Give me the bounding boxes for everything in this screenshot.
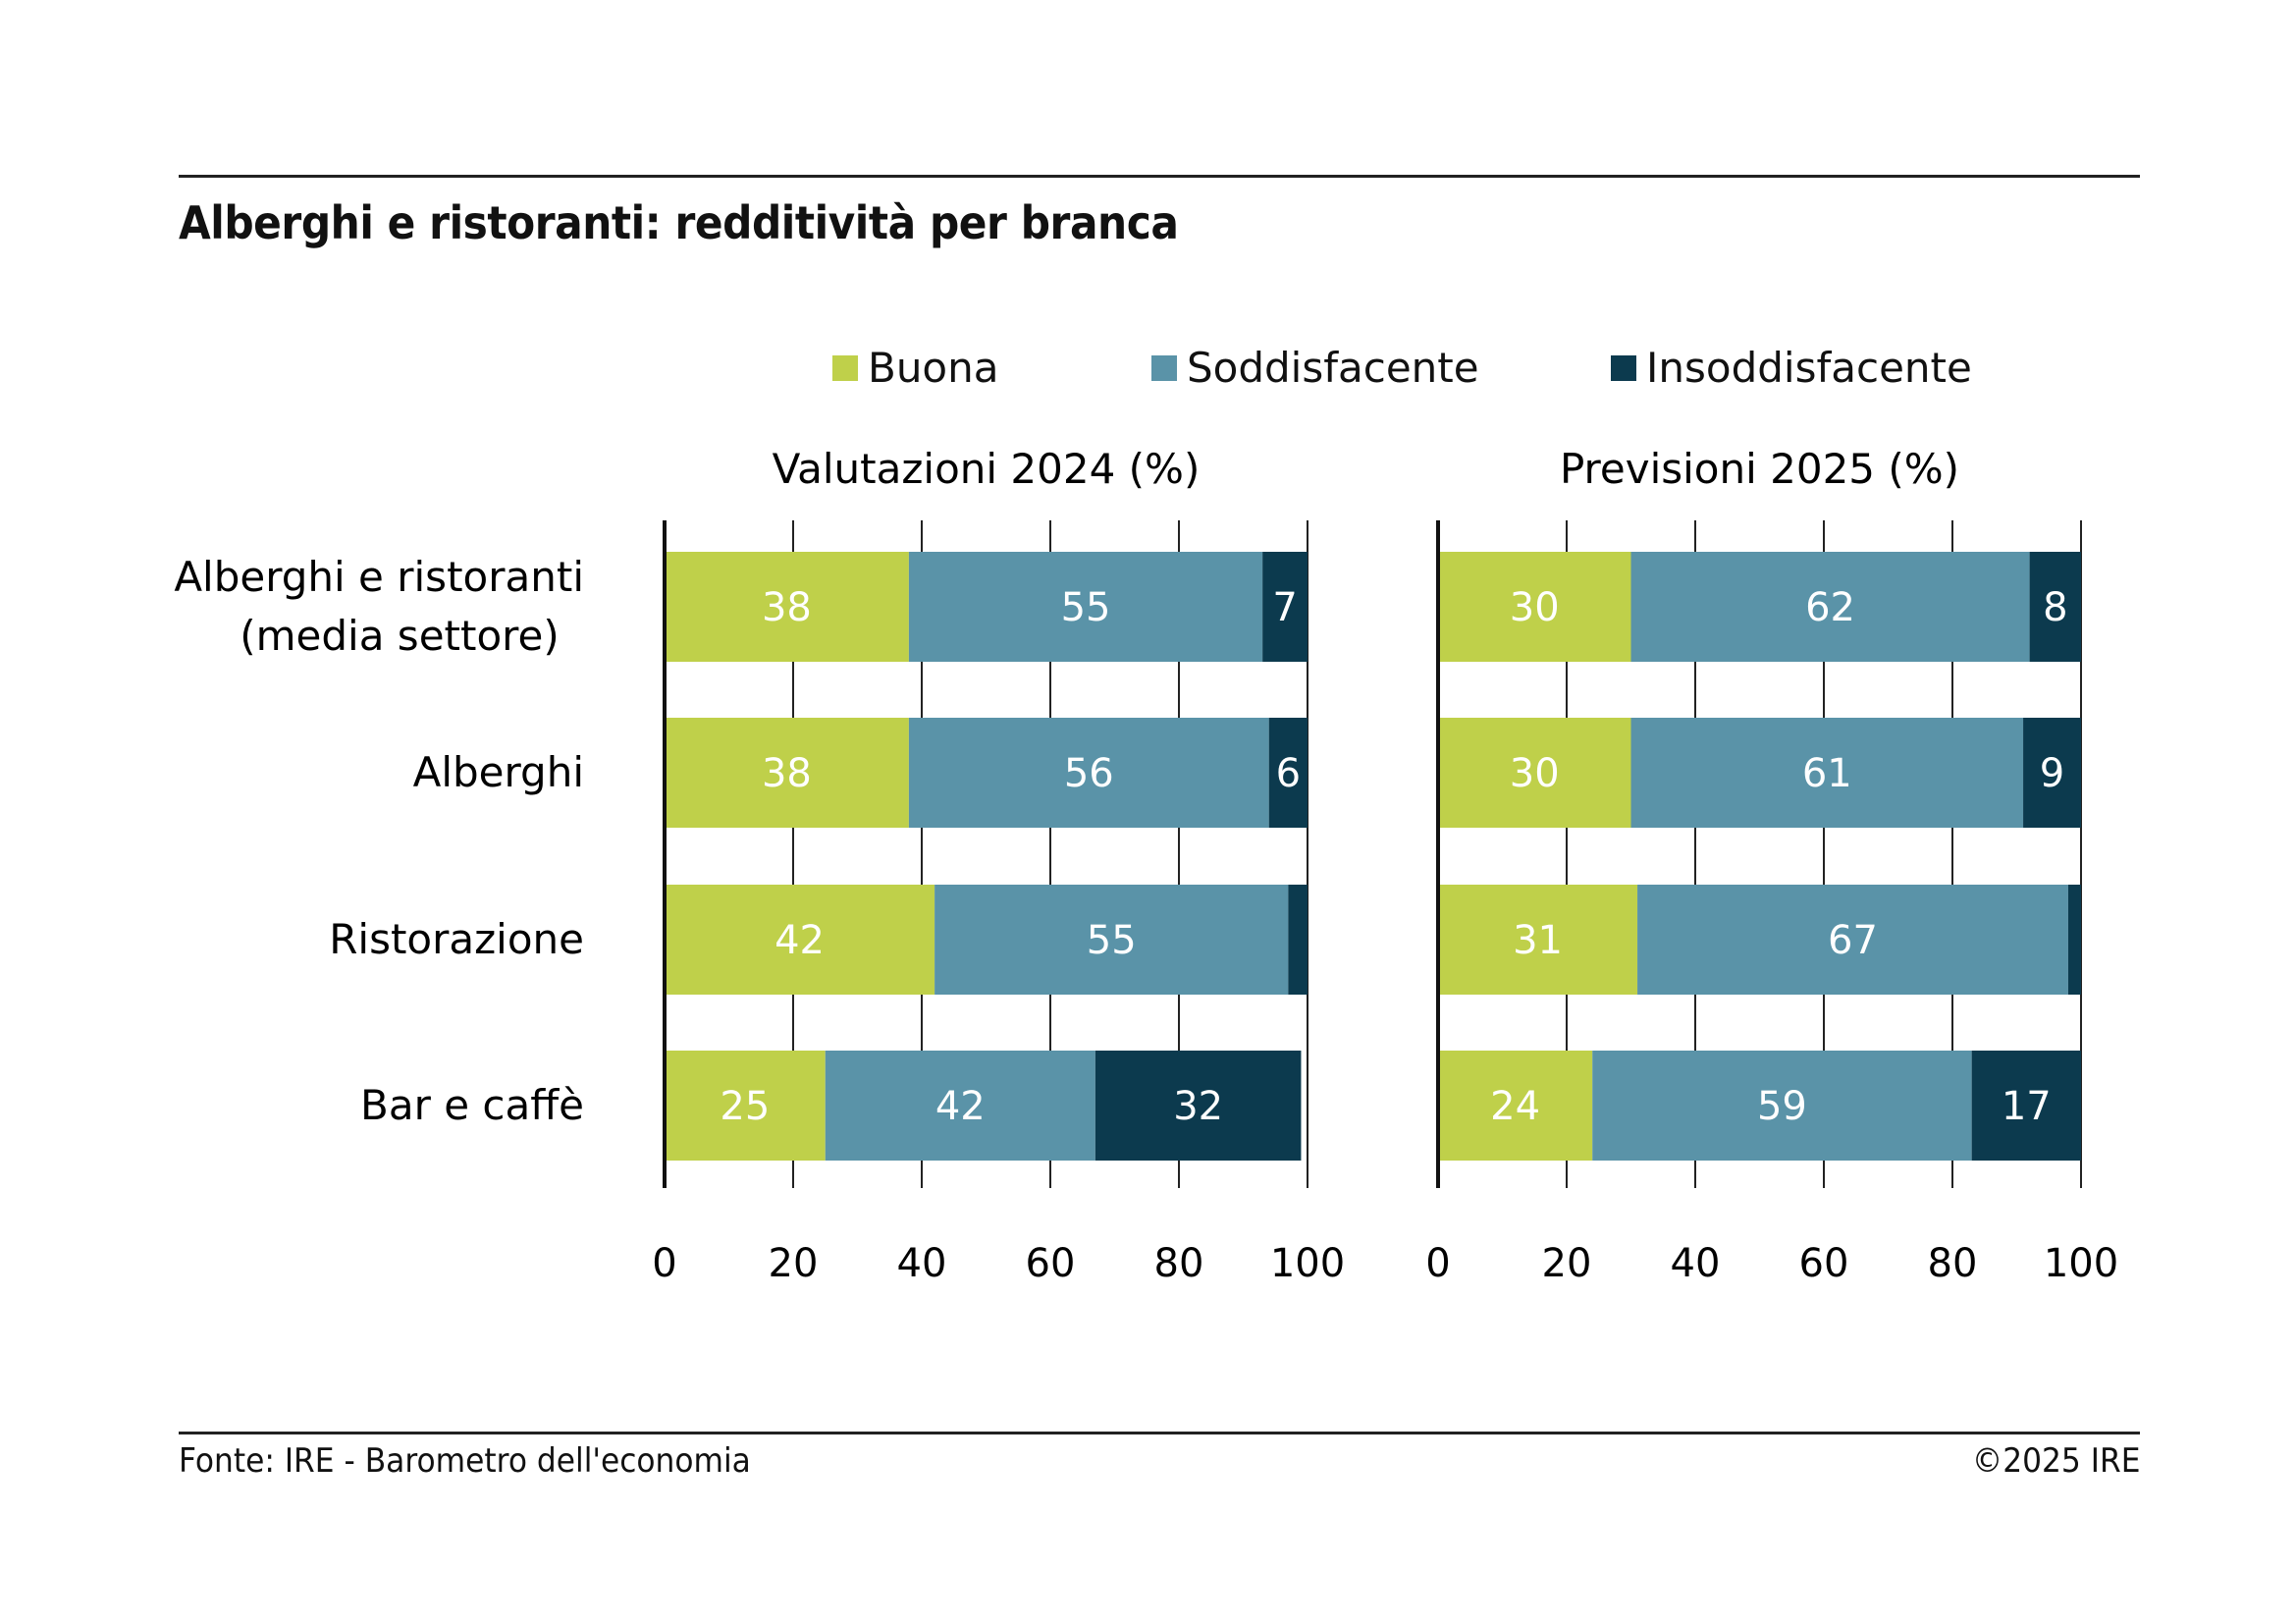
panel-title-0: Valutazioni 2024 (%) [773, 445, 1201, 493]
copyright-note: ©2025 IRE [1971, 1441, 2140, 1481]
tick-label-0-4: 80 [1154, 1241, 1204, 1286]
bar-label-1-0-2: 8 [2043, 585, 2067, 630]
bar-label-1-2-1: 67 [1828, 918, 1878, 963]
tick-label-0-1: 20 [769, 1241, 819, 1286]
tick-label-1-2: 40 [1671, 1241, 1721, 1286]
bar-label-0-3-1: 42 [935, 1084, 986, 1129]
bottom-rule [179, 1432, 2140, 1434]
category-label-0-0: Alberghi e ristoranti [174, 553, 584, 601]
bar-label-1-3-0: 24 [1490, 1084, 1540, 1129]
category-label-1-0: Alberghi [413, 748, 584, 796]
bar-label-0-2-0: 42 [774, 918, 825, 963]
tick-label-0-5: 100 [1270, 1241, 1345, 1286]
bar-label-0-0-1: 55 [1061, 585, 1111, 630]
bar-label-1-0-0: 30 [1510, 585, 1560, 630]
panel-title-1: Previsioni 2025 (%) [1560, 445, 1959, 493]
category-label-3-0: Bar e caffè [360, 1081, 584, 1129]
bar-label-1-3-2: 17 [2002, 1084, 2052, 1129]
bar-label-0-0-0: 38 [762, 585, 812, 630]
bar-label-0-1-1: 56 [1064, 751, 1114, 796]
bar-label-1-3-1: 59 [1757, 1084, 1807, 1129]
tick-label-1-4: 80 [1928, 1241, 1978, 1286]
bar-0-2-2 [1288, 885, 1308, 995]
bar-label-1-1-0: 30 [1510, 751, 1560, 796]
tick-label-0-3: 60 [1026, 1241, 1076, 1286]
tick-label-1-3: 60 [1799, 1241, 1849, 1286]
bar-label-1-1-1: 61 [1802, 751, 1852, 796]
category-label-2-0: Ristorazione [329, 915, 584, 963]
bar-label-0-1-2: 6 [1276, 751, 1301, 796]
category-label-0-1: (media settore) [240, 612, 559, 660]
bar-label-0-1-0: 38 [762, 751, 812, 796]
tick-label-1-1: 20 [1542, 1241, 1592, 1286]
bar-label-1-2-0: 31 [1513, 918, 1563, 963]
bar-label-0-0-2: 7 [1272, 585, 1297, 630]
bar-label-0-3-2: 32 [1173, 1084, 1223, 1129]
tick-label-0-2: 40 [897, 1241, 947, 1286]
bar-1-2-2 [2068, 885, 2081, 995]
bar-label-1-1-2: 9 [2040, 751, 2064, 796]
tick-label-1-0: 0 [1425, 1241, 1450, 1286]
tick-label-0-0: 0 [652, 1241, 676, 1286]
bar-label-0-3-0: 25 [720, 1084, 770, 1129]
source-note: Fonte: IRE - Barometro dell'economia [179, 1441, 751, 1481]
tick-label-1-5: 100 [2044, 1241, 2118, 1286]
bar-label-1-0-1: 62 [1805, 585, 1855, 630]
bar-label-0-2-1: 55 [1087, 918, 1137, 963]
